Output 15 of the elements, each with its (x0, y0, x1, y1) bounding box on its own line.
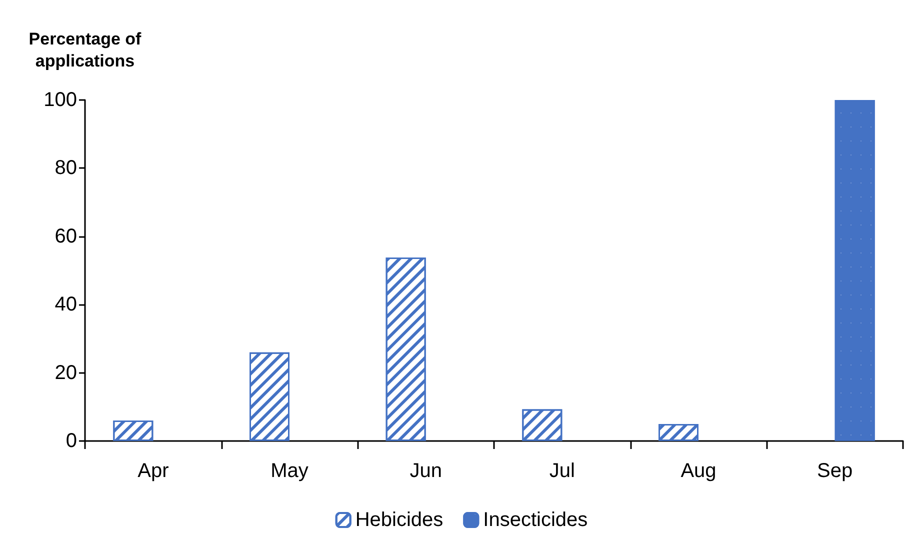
x-tick-label: Jun (410, 460, 442, 482)
y-tick-label: 100 (44, 89, 77, 111)
legend-label: Insecticides (483, 509, 588, 531)
y-tick-label: 40 (54, 294, 77, 316)
y-axis-title: Percentage of applications (28, 30, 142, 70)
y-tick-label: 20 (54, 362, 77, 384)
y-tick-label: 0 (66, 430, 77, 452)
y-tick-label: 60 (54, 225, 77, 248)
x-tick-label: Aug (680, 460, 716, 482)
x-tick-label: Sep (817, 460, 853, 482)
legend-label: Hebicides (355, 509, 444, 531)
x-tick-label: May (270, 460, 308, 482)
x-tick-label: Apr (138, 460, 170, 482)
x-tick-label: Jul (549, 460, 575, 482)
y-tick-label: 80 (54, 157, 77, 180)
